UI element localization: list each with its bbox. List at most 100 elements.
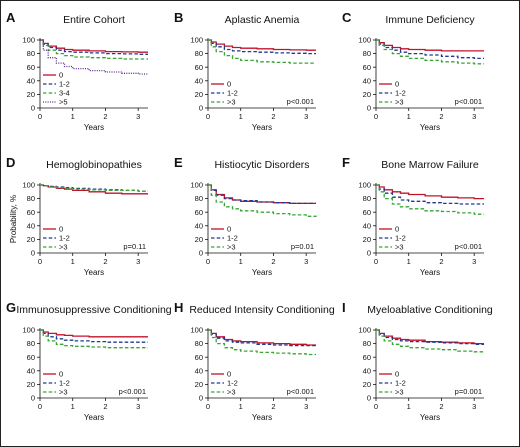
- x-tick-label: 2: [103, 112, 107, 121]
- y-tick-label: 80: [27, 49, 35, 58]
- panel-c: C Immune Deficiency 0 20 40 60 80 100 0 1 2 3 Years 0…: [342, 10, 484, 132]
- x-tick-label: 0: [38, 257, 42, 266]
- panel-g: G Immunosuppressive Conditioning020406080…: [6, 300, 172, 422]
- legend-label: 0: [227, 225, 231, 234]
- legend-label: 1-2: [59, 234, 70, 243]
- series-line: [376, 184, 484, 200]
- legend-label: 0: [227, 370, 231, 379]
- y-tick-label: 80: [363, 194, 371, 203]
- series-line: [40, 39, 148, 75]
- panel-f: F Bone Marrow Failure 0 20 40 60 80 100 0 1 2 3 Year…: [342, 155, 484, 277]
- p-value-label: p=0.11: [123, 242, 146, 251]
- panel-title: Immunosuppressive Conditioning: [16, 304, 171, 316]
- legend-label: 1-2: [227, 89, 238, 98]
- series-line: [40, 39, 148, 55]
- x-tick-label: 1: [71, 257, 75, 266]
- x-tick-label: 0: [206, 257, 210, 266]
- y-tick-label: 80: [363, 49, 371, 58]
- x-tick-label: 1: [239, 402, 243, 411]
- x-tick-label: 0: [206, 112, 210, 121]
- y-tick-label: 80: [27, 194, 35, 203]
- y-tick-label: 80: [195, 49, 203, 58]
- series-line: [40, 39, 148, 60]
- x-axis-label: Years: [420, 268, 440, 277]
- p-value-label: p<0.001: [455, 242, 482, 251]
- legend-label: >3: [395, 388, 404, 397]
- y-tick-label: 40: [27, 76, 35, 85]
- x-axis-label: Years: [252, 123, 272, 132]
- y-tick-label: 20: [363, 235, 371, 244]
- x-tick-label: 2: [271, 402, 275, 411]
- y-tick-label: 60: [195, 353, 203, 362]
- x-tick-label: 2: [439, 402, 443, 411]
- x-tick-label: 1: [71, 402, 75, 411]
- series-line: [376, 329, 484, 353]
- x-tick-label: 3: [304, 402, 308, 411]
- legend-label: >3: [59, 243, 68, 252]
- panel-h: H Reduced Intensity Conditioning020406080…: [174, 300, 335, 422]
- y-tick-label: 100: [190, 326, 203, 335]
- legend-label: >3: [227, 243, 236, 252]
- panel-letter: F: [342, 155, 350, 170]
- y-tick-label: 100: [190, 36, 203, 45]
- y-tick-label: 60: [363, 63, 371, 72]
- p-value-label: p<0.001: [455, 97, 482, 106]
- y-tick-label: 20: [27, 235, 35, 244]
- y-tick-label: 20: [27, 90, 35, 99]
- y-tick-label: 100: [358, 181, 371, 190]
- x-tick-label: 3: [472, 402, 476, 411]
- legend-label: 1-2: [227, 379, 238, 388]
- y-tick-label: 20: [363, 380, 371, 389]
- y-tick-label: 60: [27, 208, 35, 217]
- p-value-label: p<0.001: [119, 387, 146, 396]
- legend-label: 3-4: [59, 89, 70, 98]
- x-tick-label: 3: [304, 257, 308, 266]
- y-tick-label: 60: [195, 208, 203, 217]
- y-tick-label: 100: [358, 36, 371, 45]
- y-tick-label: 20: [27, 380, 35, 389]
- x-tick-label: 3: [472, 257, 476, 266]
- x-tick-label: 3: [136, 402, 140, 411]
- series-line: [376, 39, 484, 60]
- series-line: [40, 184, 148, 192]
- series-line: [376, 329, 484, 345]
- y-tick-label: 80: [195, 194, 203, 203]
- y-tick-label: 20: [195, 235, 203, 244]
- legend-label: 0: [59, 225, 63, 234]
- panel-e: E Histiocytic Disorders 0 20 40 60 80 100 0 1 2 3 Ye…: [174, 155, 317, 277]
- y-tick-label: 40: [27, 221, 35, 230]
- x-tick-label: 1: [239, 257, 243, 266]
- y-tick-label: 100: [22, 36, 35, 45]
- y-tick-label: 40: [363, 366, 371, 375]
- p-value-label: p=0.001: [455, 387, 482, 396]
- y-axis-label: Probability, %: [9, 195, 18, 243]
- panel-title: Bone Marrow Failure: [381, 159, 479, 171]
- y-tick-label: 100: [22, 181, 35, 190]
- x-tick-label: 1: [407, 402, 411, 411]
- p-value-label: p<0.001: [287, 387, 314, 396]
- x-tick-label: 0: [374, 257, 378, 266]
- x-axis-label: Years: [84, 123, 104, 132]
- y-tick-label: 0: [31, 249, 35, 258]
- y-tick-label: 80: [363, 339, 371, 348]
- series-line: [376, 184, 484, 205]
- y-tick-label: 0: [367, 394, 371, 403]
- legend-label: >5: [59, 98, 68, 107]
- series-line: [40, 329, 148, 338]
- legend-label: 1-2: [395, 89, 406, 98]
- x-tick-label: 0: [38, 112, 42, 121]
- y-tick-label: 100: [190, 181, 203, 190]
- panel-i: I Myeloablative Conditioning0204060801000…: [342, 300, 493, 422]
- panel-title: Hemoglobinopathies: [46, 159, 142, 171]
- legend-label: 0: [395, 80, 399, 89]
- x-axis-label: Years: [84, 268, 104, 277]
- y-tick-label: 40: [195, 76, 203, 85]
- panel-letter: A: [6, 10, 16, 25]
- legend-label: >3: [227, 388, 236, 397]
- series-line: [208, 329, 316, 346]
- x-axis-label: Years: [420, 123, 440, 132]
- panel-letter: E: [174, 155, 183, 170]
